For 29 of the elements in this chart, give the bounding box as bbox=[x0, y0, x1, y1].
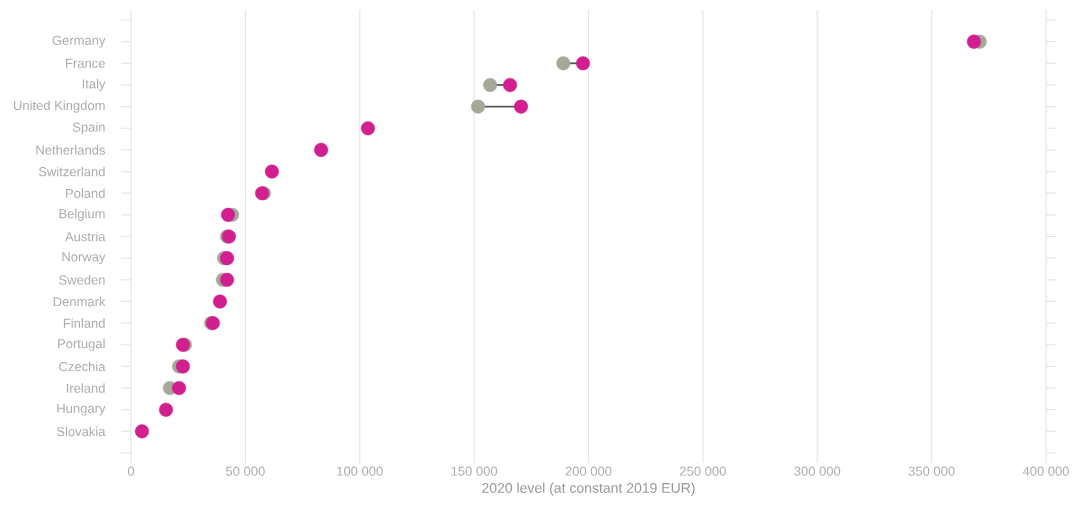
y-tick-label: Switzerland bbox=[38, 166, 105, 177]
y-tick-label: Sweden bbox=[59, 275, 105, 285]
y-tick-label: Ireland bbox=[66, 383, 105, 393]
x-tick-label: 50 000 bbox=[226, 466, 265, 476]
y-tick-label: Netherlands bbox=[36, 145, 105, 155]
y-tick-label: Czechia bbox=[59, 361, 106, 372]
y-tick-label: Hungary bbox=[57, 403, 106, 416]
y-tick-label: Finland bbox=[63, 318, 105, 328]
x-tick-label: 350 000 bbox=[908, 466, 955, 476]
y-tick-label: Spain bbox=[72, 122, 105, 135]
x-tick-label: 300 000 bbox=[794, 466, 841, 476]
y-tick-label: Belgium bbox=[59, 208, 105, 221]
y-tick-label: United Kingdom bbox=[13, 100, 105, 113]
y-tick-label: Germany bbox=[52, 35, 106, 48]
x-tick-label: 150 000 bbox=[451, 466, 498, 476]
y-tick-label: Denmark bbox=[53, 296, 106, 307]
y-tick-label: Portugal bbox=[58, 338, 105, 351]
y-tick-label: Austria bbox=[65, 231, 106, 242]
y-tick-label: France bbox=[66, 58, 105, 68]
x-tick-label: 0 bbox=[127, 466, 135, 476]
y-tick-label: Italy bbox=[82, 78, 106, 92]
x-tick-label: 400 000 bbox=[1022, 466, 1069, 476]
y-tick-label: Poland bbox=[66, 188, 105, 198]
y-tick-label: Slovakia bbox=[56, 426, 106, 437]
x-tick-label: 100 000 bbox=[337, 466, 383, 476]
x-tick-label: 250 000 bbox=[680, 466, 726, 476]
x-tick-label: 200 000 bbox=[565, 466, 612, 476]
y-tick-label: Norway bbox=[62, 252, 106, 264]
x-axis-title: 2020 level (at constant 2019 EUR) bbox=[482, 482, 695, 496]
